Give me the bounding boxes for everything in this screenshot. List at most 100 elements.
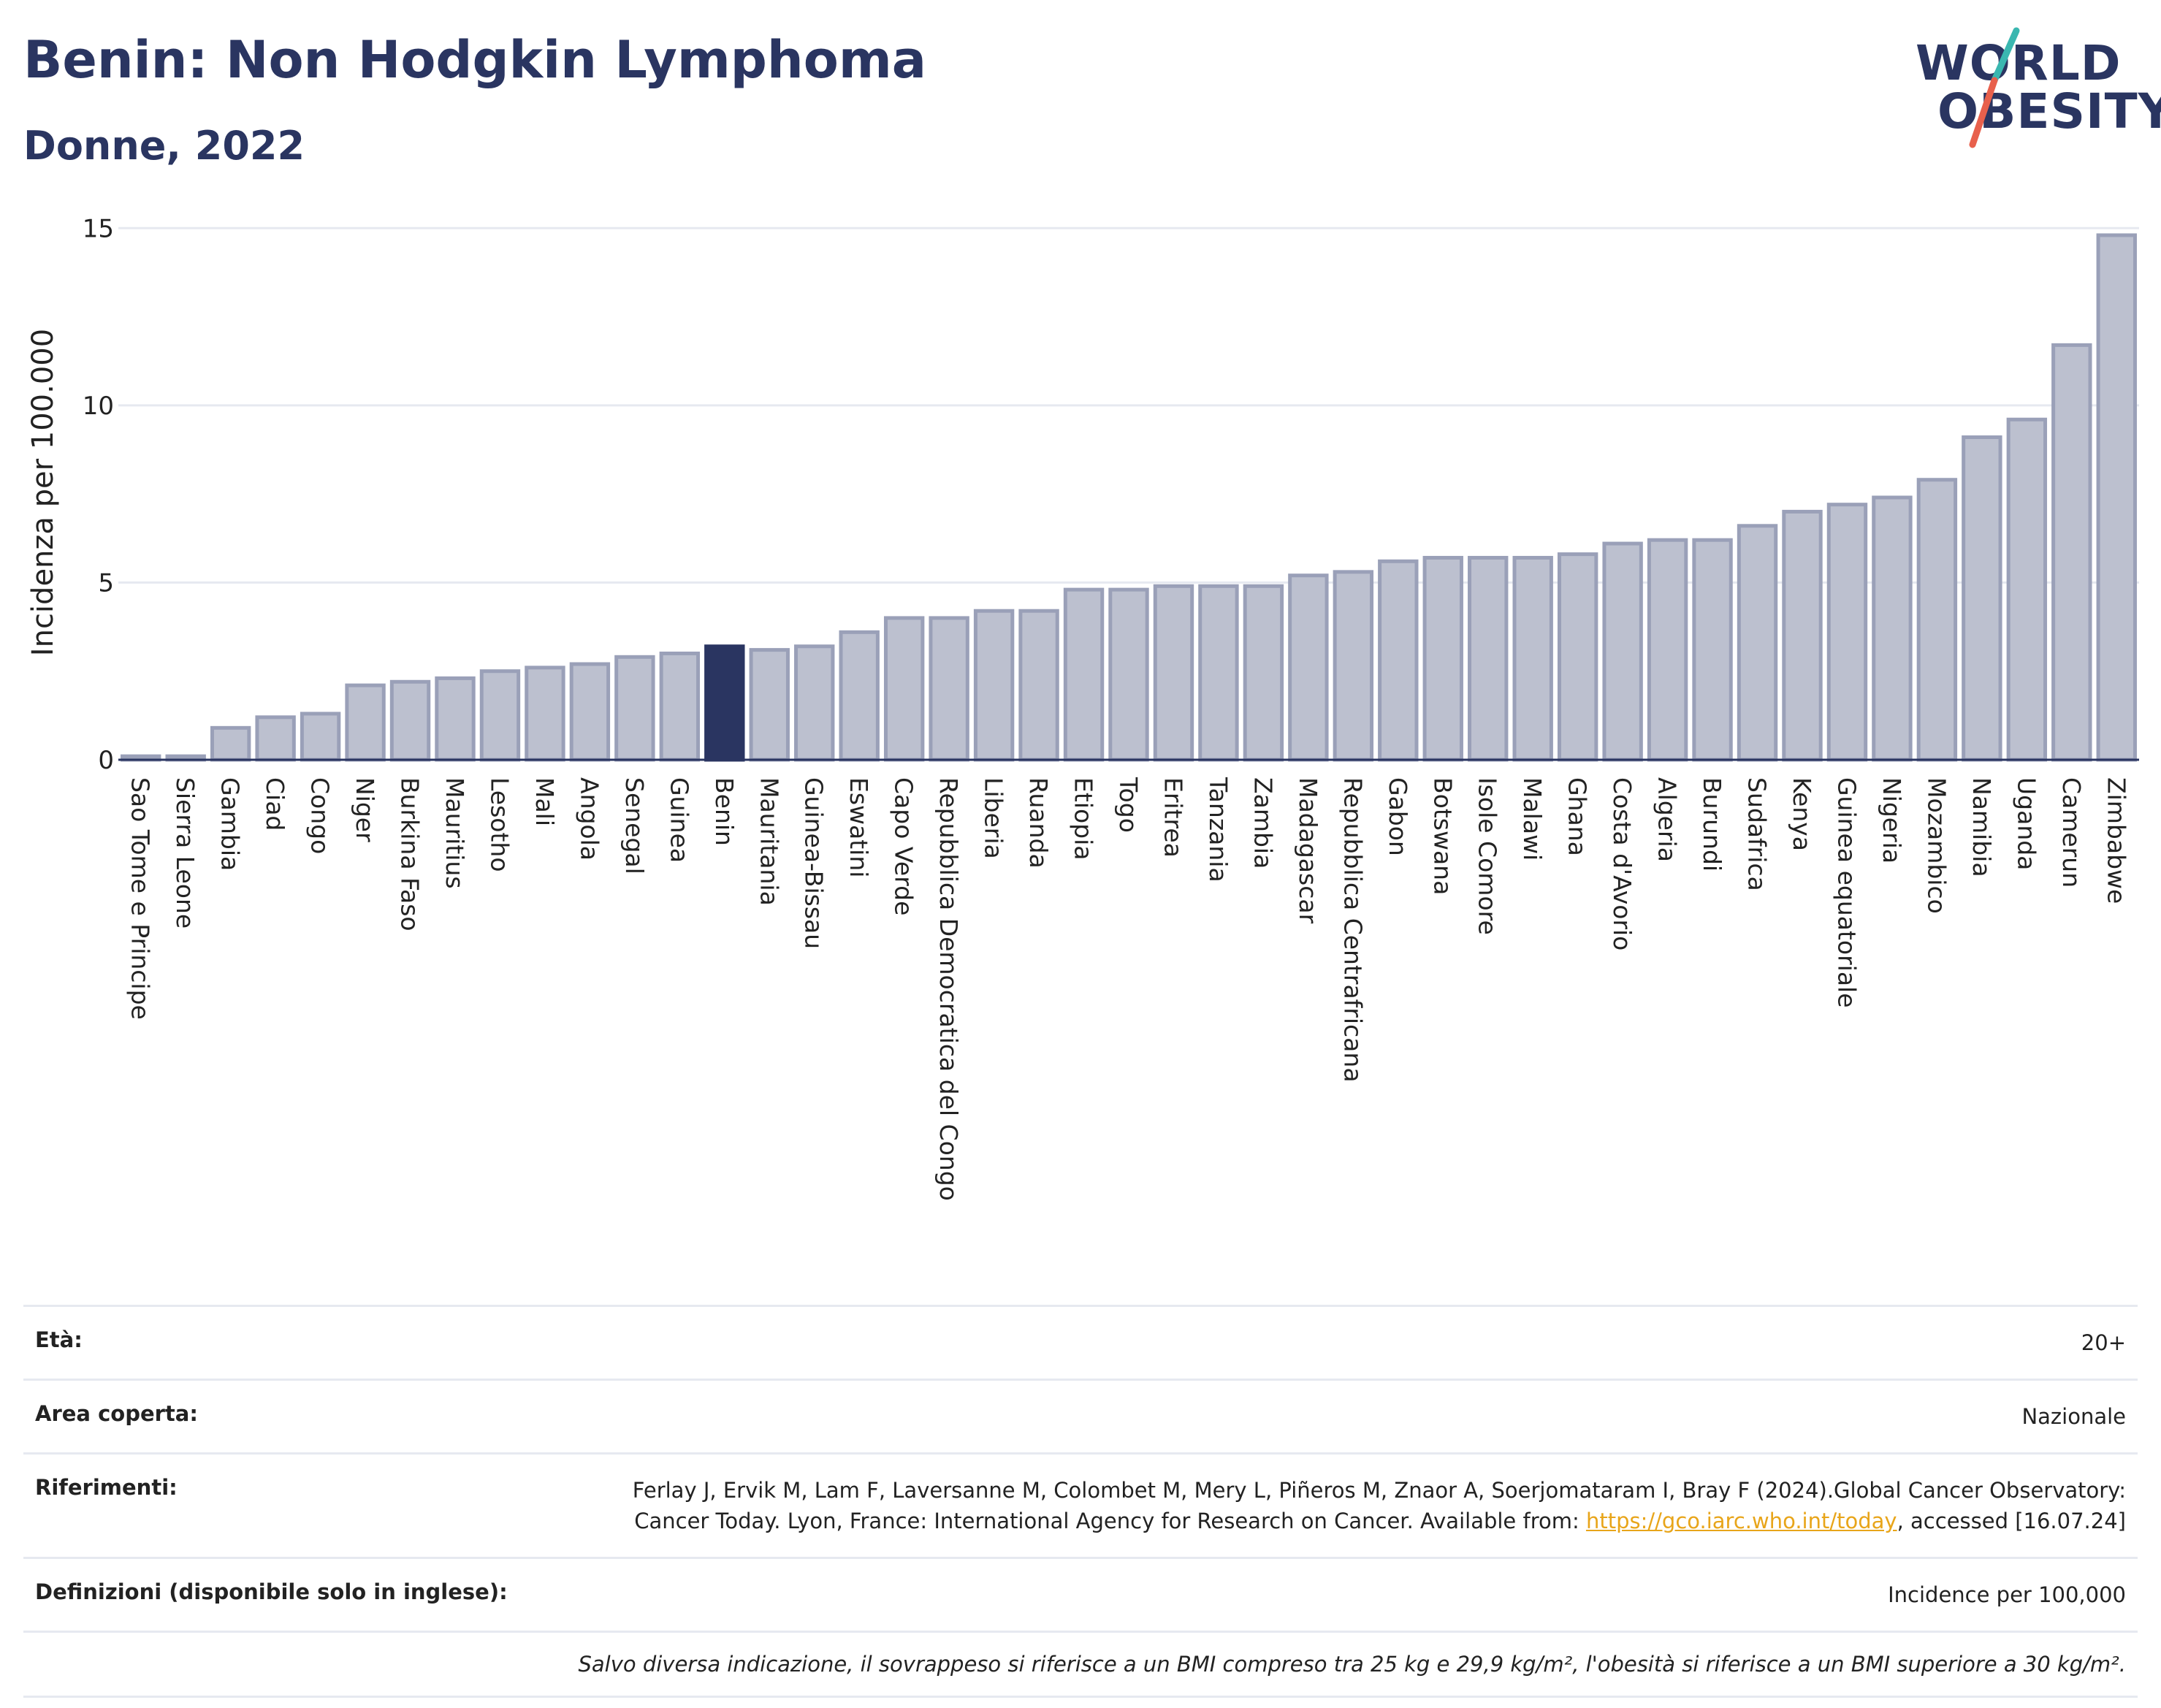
- y-tick-label: 10: [83, 392, 114, 421]
- bar: [389, 679, 431, 762]
- bar: [614, 655, 655, 762]
- x-tick-label: Sao Tome e Principe: [126, 777, 155, 1020]
- references-text: Ferlay J, Ervik M, Lam F, Laversanne M, …: [632, 1478, 2126, 1534]
- bar: [883, 616, 925, 762]
- bar: [1063, 587, 1105, 762]
- bar: [929, 616, 969, 762]
- bar: [659, 651, 701, 762]
- bar: [1378, 559, 1419, 762]
- bar: [1737, 524, 1778, 762]
- x-tick-label: Togo: [1114, 777, 1143, 833]
- bar: [1018, 609, 1059, 762]
- meta-references-value: Ferlay J, Ervik M, Lam F, Laversanne M, …: [577, 1475, 2126, 1536]
- bar-chart: 0 5 10 15 Sao Tome e Principe Sierra Leone Ga…: [26, 214, 2139, 1201]
- x-tick-label: Ruanda: [1024, 777, 1053, 869]
- bar: [1557, 552, 1598, 762]
- x-tick-label: Mali: [530, 777, 559, 826]
- logo-line-2: OBESITY: [1937, 83, 2161, 140]
- x-tick-label: Camerun: [2057, 777, 2086, 888]
- meta-age-label: Età:: [35, 1327, 83, 1352]
- bar: [2006, 417, 2048, 762]
- bar: [1916, 478, 1958, 762]
- bar: [1602, 541, 1643, 762]
- x-tick-labels: Sao Tome e Principe Sierra Leone Gambia Cia…: [126, 777, 2131, 1201]
- bar: [2051, 343, 2092, 762]
- y-tick-labels: 0 5 10 15: [83, 214, 114, 775]
- x-tick-label: Guinea: [665, 777, 693, 863]
- bar: [2096, 233, 2137, 762]
- metadata-table: Età: 20+ Area coperta: Nazionale Riferim…: [23, 1305, 2138, 1699]
- logo-line-1: WORLD: [1916, 35, 2122, 91]
- bar: [1108, 587, 1149, 762]
- x-tick-label: Zambia: [1249, 777, 1277, 869]
- x-tick-label: Namibia: [1967, 777, 1996, 877]
- bar: [794, 644, 835, 762]
- bar: [1422, 555, 1463, 762]
- x-tick-label: Tanzania: [1204, 777, 1232, 882]
- x-tick-label: Benin: [710, 777, 739, 846]
- x-tick-label: Gabon: [1384, 777, 1412, 856]
- bar: [525, 666, 565, 762]
- x-tick-label: Malawi: [1518, 777, 1547, 861]
- meta-definitions-value: Incidence per 100,000: [1888, 1582, 2126, 1608]
- bar: [1647, 538, 1688, 762]
- x-tick-label: Niger: [351, 777, 379, 842]
- bar: [435, 676, 476, 762]
- x-tick-label: Ghana: [1563, 777, 1592, 856]
- x-tick-label: Gambia: [216, 777, 245, 871]
- x-tick-label: Guinea-Bissau: [800, 777, 828, 949]
- x-tick-label: Repubblica Centrafricana: [1338, 777, 1367, 1083]
- world-obesity-logo[interactable]: WORLD OBESITY: [1907, 22, 2161, 153]
- x-tick-label: Nigeria: [1878, 777, 1906, 863]
- meta-definitions-label: Definizioni (disponibile solo in inglese…: [35, 1579, 508, 1605]
- bar: [973, 609, 1015, 762]
- meta-area-value: Nazionale: [2021, 1404, 2126, 1430]
- bar: [479, 669, 521, 762]
- x-tick-label: Capo Verde: [890, 777, 918, 915]
- bar: [749, 648, 790, 762]
- bar: [210, 725, 251, 762]
- bmi-footnote: Salvo diversa indicazione, il sovrappeso…: [23, 1631, 2138, 1699]
- x-tick-label: Angola: [575, 777, 603, 861]
- x-tick-label: Ciad: [261, 777, 289, 831]
- meta-row-age: Età: 20+: [23, 1305, 2138, 1379]
- x-tick-label: Eritrea: [1159, 777, 1187, 858]
- bar: [1288, 573, 1329, 762]
- x-tick-label: Botswana: [1428, 777, 1457, 895]
- references-accessed: , accessed [16.07.24]: [1897, 1509, 2126, 1534]
- bars: [121, 233, 2137, 762]
- x-tick-label: Sierra Leone: [171, 777, 199, 929]
- meta-references-label: Riferimenti:: [35, 1475, 178, 1501]
- page-subtitle: Donne, 2022: [23, 123, 305, 169]
- x-tick-label: Burkina Faso: [396, 777, 424, 931]
- y-tick-label: 0: [98, 746, 114, 775]
- meta-row-definitions: Definizioni (disponibile solo in inglese…: [23, 1557, 2138, 1631]
- x-tick-label: Sudafrica: [1743, 777, 1772, 891]
- x-tick-label: Mauritania: [755, 777, 783, 906]
- x-tick-label: Zimbabwe: [2102, 777, 2130, 904]
- x-tick-label: Mauritius: [441, 777, 469, 889]
- meta-age-value: 20+: [2081, 1330, 2126, 1355]
- bar: [1692, 538, 1733, 762]
- bar: [1512, 555, 1553, 762]
- bar: [1243, 584, 1284, 762]
- bar: [255, 715, 296, 762]
- bar: [569, 662, 611, 762]
- x-tick-label: Algeria: [1653, 777, 1682, 862]
- logo-slash-icon: [1969, 27, 2020, 148]
- x-tick-label: Madagascar: [1294, 777, 1322, 924]
- bar: [1826, 503, 1868, 762]
- y-tick-label: 5: [98, 568, 114, 598]
- references-link[interactable]: https://gco.iarc.who.int/today: [1585, 1509, 1897, 1534]
- x-tick-label: Lesotho: [485, 777, 514, 872]
- meta-row-references: Riferimenti: Ferlay J, Ervik M, Lam F, L…: [23, 1452, 2138, 1557]
- bar: [1962, 435, 2002, 762]
- bar-highlighted: [704, 644, 745, 762]
- x-tick-label: Mozambico: [1922, 777, 1951, 914]
- meta-area-label: Area coperta:: [35, 1401, 198, 1427]
- bar: [1333, 570, 1374, 762]
- y-axis-title: Incidenza per 100.000: [26, 329, 60, 656]
- x-tick-label: Uganda: [2012, 777, 2040, 870]
- page-title: Benin: Non Hodgkin Lymphoma: [23, 30, 927, 90]
- x-tick-label: Repubblica Democratica del Congo: [934, 777, 963, 1201]
